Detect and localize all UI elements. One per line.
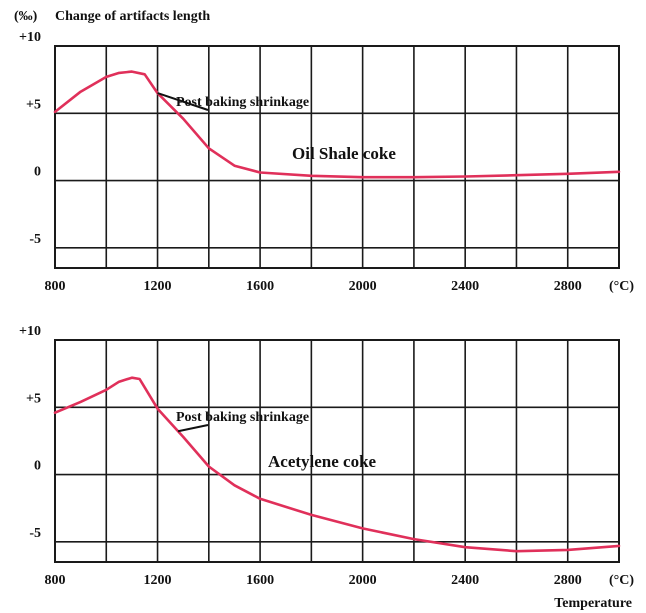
x-tick-label: 800 — [45, 279, 66, 294]
x-tick-label: 1600 — [246, 573, 274, 588]
x-tick-label: 2400 — [451, 573, 479, 588]
y-tick-label: -5 — [29, 232, 41, 247]
x-tick-label: 2000 — [349, 279, 377, 294]
annotation-leader-line — [157, 92, 209, 111]
y-tick-label: +10 — [19, 324, 41, 339]
y-tick-label: -5 — [29, 526, 41, 541]
chart-panel-oil-shale-coke: +10 +5 0 -5 800 1200 1600 2000 2400 2800 (°C) Post … — [19, 30, 634, 294]
x-tick-label: 1200 — [144, 279, 172, 294]
x-unit-label: (°C) — [609, 279, 634, 294]
y-tick-label: +5 — [26, 391, 41, 406]
y-tick-label: +5 — [26, 97, 41, 112]
chart-header: (‰) Change of artifacts length — [14, 9, 210, 24]
x-tick-label: 2800 — [554, 279, 582, 294]
y-tick-label: +10 — [19, 30, 41, 45]
x-tick-label: 2000 — [349, 573, 377, 588]
x-tick-label: 800 — [45, 573, 66, 588]
series-line — [53, 376, 621, 553]
y-unit-label: (‰) — [14, 9, 38, 24]
y-tick-label: 0 — [34, 459, 41, 474]
plot-frame — [54, 339, 620, 563]
x-unit-label: (°C) — [609, 573, 634, 588]
x-axis-label: Temperature — [554, 596, 632, 611]
x-tick-label: 1200 — [144, 573, 172, 588]
series-name-label: Acetylene coke — [268, 452, 377, 471]
x-tick-label: 1600 — [246, 279, 274, 294]
series-line — [53, 70, 621, 179]
plot-frame — [54, 45, 620, 269]
chart-title: Change of artifacts length — [55, 9, 210, 24]
y-tick-label: 0 — [34, 165, 41, 180]
annotation-leader-line — [177, 424, 209, 433]
series-name-label: Oil Shale coke — [292, 144, 396, 163]
x-tick-label: 2400 — [451, 279, 479, 294]
annotation-label: Post baking shrinkage — [176, 410, 309, 425]
annotation-label: Post baking shrinkage — [176, 95, 309, 110]
chart-panel-acetylene-coke: +10 +5 0 -5 800 1200 1600 2000 2400 2800 (°C) Post … — [19, 324, 634, 588]
x-tick-label: 2800 — [554, 573, 582, 588]
